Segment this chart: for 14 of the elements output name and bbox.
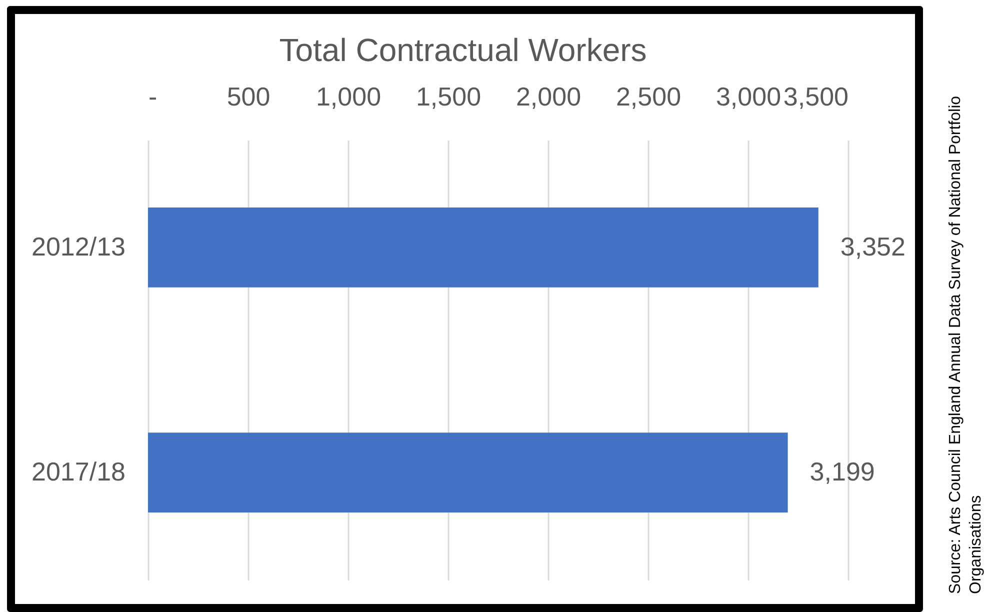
y-tick-label: 2012/13 bbox=[32, 231, 126, 262]
x-tick-label: - bbox=[148, 82, 158, 112]
data-label: 3,352 bbox=[840, 231, 906, 262]
x-tick-label: 500 bbox=[226, 82, 270, 112]
data-label: 3,199 bbox=[810, 456, 875, 487]
x-tick-label: 1,500 bbox=[416, 82, 482, 112]
x-tick-label: 2,500 bbox=[616, 82, 682, 112]
x-tick-label: 1,000 bbox=[316, 82, 382, 112]
x-tick-label: 3,500 bbox=[783, 82, 848, 112]
source-note: Source: Arts Council England Annual Data Survey of National Portfolio Organisations bbox=[946, 94, 986, 594]
y-tick-label: 2017/18 bbox=[32, 456, 126, 487]
x-tick-label: 3,000 bbox=[716, 82, 782, 112]
chart-title: Total Contractual Workers bbox=[279, 32, 647, 68]
x-tick-label: 2,000 bbox=[516, 82, 582, 112]
